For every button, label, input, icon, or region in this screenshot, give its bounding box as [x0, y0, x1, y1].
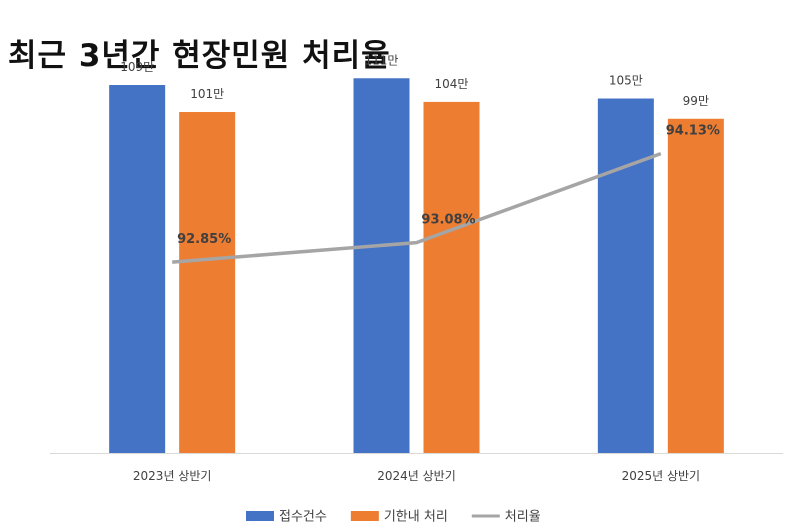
line-label-2: 94.13%	[666, 124, 720, 139]
bar-기한내-처리-0	[179, 112, 236, 454]
line-label-1: 93.08%	[421, 213, 475, 228]
legend-label-접수건수: 접수건수	[279, 510, 327, 525]
bar-접수건수-0	[109, 85, 166, 454]
legend-label-기한내-처리: 기한내 처리	[384, 510, 448, 525]
bar-label-접수건수-1: 111만	[365, 53, 399, 67]
bar-접수건수-1	[353, 78, 410, 453]
bar-label-접수건수-0: 109만	[120, 60, 154, 74]
bar-기한내-처리-1	[423, 101, 480, 454]
x-tick-label-1: 2024년 상반기	[377, 469, 456, 483]
legend-swatch-접수건수	[246, 511, 274, 521]
bar-label-기한내-처리-0: 101만	[190, 87, 224, 101]
x-tick-label-2: 2025년 상반기	[622, 469, 701, 483]
bar-접수건수-2	[597, 98, 654, 454]
line-label-0: 92.85%	[177, 232, 231, 247]
x-tick-label-0: 2023년 상반기	[133, 469, 212, 483]
legend-label-처리율: 처리율	[505, 510, 541, 525]
line-처리율	[172, 151, 662, 264]
bar-label-기한내-처리-1: 104만	[435, 77, 469, 91]
bar-label-기한내-처리-2: 99만	[683, 94, 709, 108]
chart-title: 최근 3년간 현장민원 처리율	[8, 38, 391, 74]
bar-기한내-처리-2	[667, 118, 724, 453]
bar-label-접수건수-2: 105만	[609, 74, 643, 88]
legend-swatch-기한내-처리	[350, 511, 379, 521]
